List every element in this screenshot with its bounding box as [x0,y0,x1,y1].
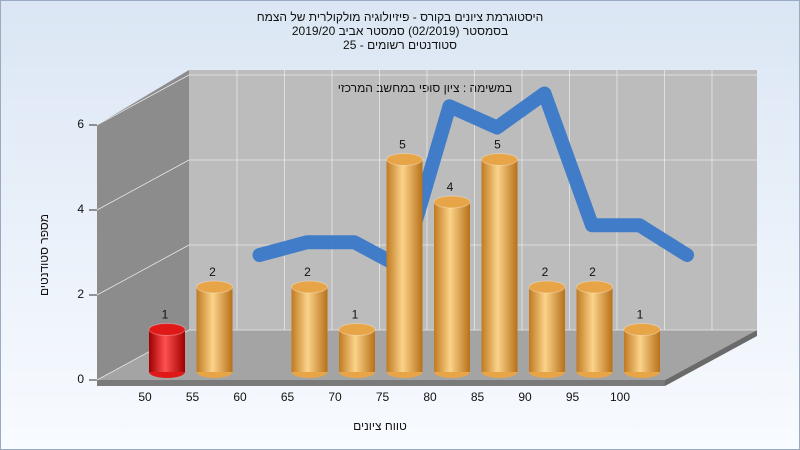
bar-top [291,280,328,294]
bar [529,287,565,372]
x-tick-label: 75 [376,390,390,404]
x-tick-label: 100 [610,390,630,404]
x-tick-label: 80 [423,390,437,404]
grid-line [96,74,190,126]
bar-top [148,323,186,336]
bar [434,202,470,372]
bar-top [576,280,613,294]
chart-subtitle: בסמסטר (02/2019) סמסטר אביב 2019/20 [292,24,508,38]
bar [481,159,518,372]
bar [386,159,423,372]
data-label: 2 [589,265,596,279]
back-wall [189,70,757,330]
floor-side [665,330,757,386]
data-label: 1 [162,308,169,322]
grid-line [96,244,190,296]
x-axis-label: טווח ציונים [353,419,407,433]
bar-top [623,323,661,336]
bar [624,329,660,372]
y-axis-label: מספר סטודנטים [37,214,51,296]
x-tick-label: 95 [566,390,580,404]
y-tick-label: 2 [77,287,84,301]
x-tick-label: 50 [138,390,152,404]
x-tick-label: 65 [281,390,295,404]
x-tick-label: 55 [186,390,200,404]
data-label: 1 [637,308,644,322]
bar-top [386,153,423,166]
bar-top [338,323,376,336]
bar [576,287,613,372]
chart-subtitle: סטודנטים רשומים - 25 [343,38,457,52]
bar [339,329,375,372]
data-label: 5 [399,138,406,152]
x-tick-label: 90 [518,390,532,404]
bar [196,287,233,372]
y-tick-label: 0 [77,372,84,386]
data-label: 1 [352,308,359,322]
annotation: במשימה : ציון סופי במחשב המרכזי [338,81,513,95]
data-label: 5 [494,138,501,152]
x-tick-label: 85 [471,390,485,404]
bar [149,329,185,372]
bar-top [481,153,518,166]
floor-edge [97,380,665,386]
x-tick-label: 70 [328,390,342,404]
data-label: 2 [542,265,549,279]
grid-line [96,159,190,211]
x-tick-label: 60 [233,390,247,404]
bar [291,287,328,372]
curve-line [252,86,694,275]
bar-top [196,280,233,294]
bar-top [433,195,471,209]
y-tick-label: 4 [77,202,84,216]
bar-top [528,280,566,294]
y-tick-label: 6 [77,117,84,131]
data-label: 2 [209,265,216,279]
chart-title: היסטוגרמת ציונים בקורס - פיזיולוגיה מולק… [257,10,544,24]
left-wall [97,70,189,380]
data-label: 4 [447,180,454,194]
data-label: 2 [304,265,311,279]
